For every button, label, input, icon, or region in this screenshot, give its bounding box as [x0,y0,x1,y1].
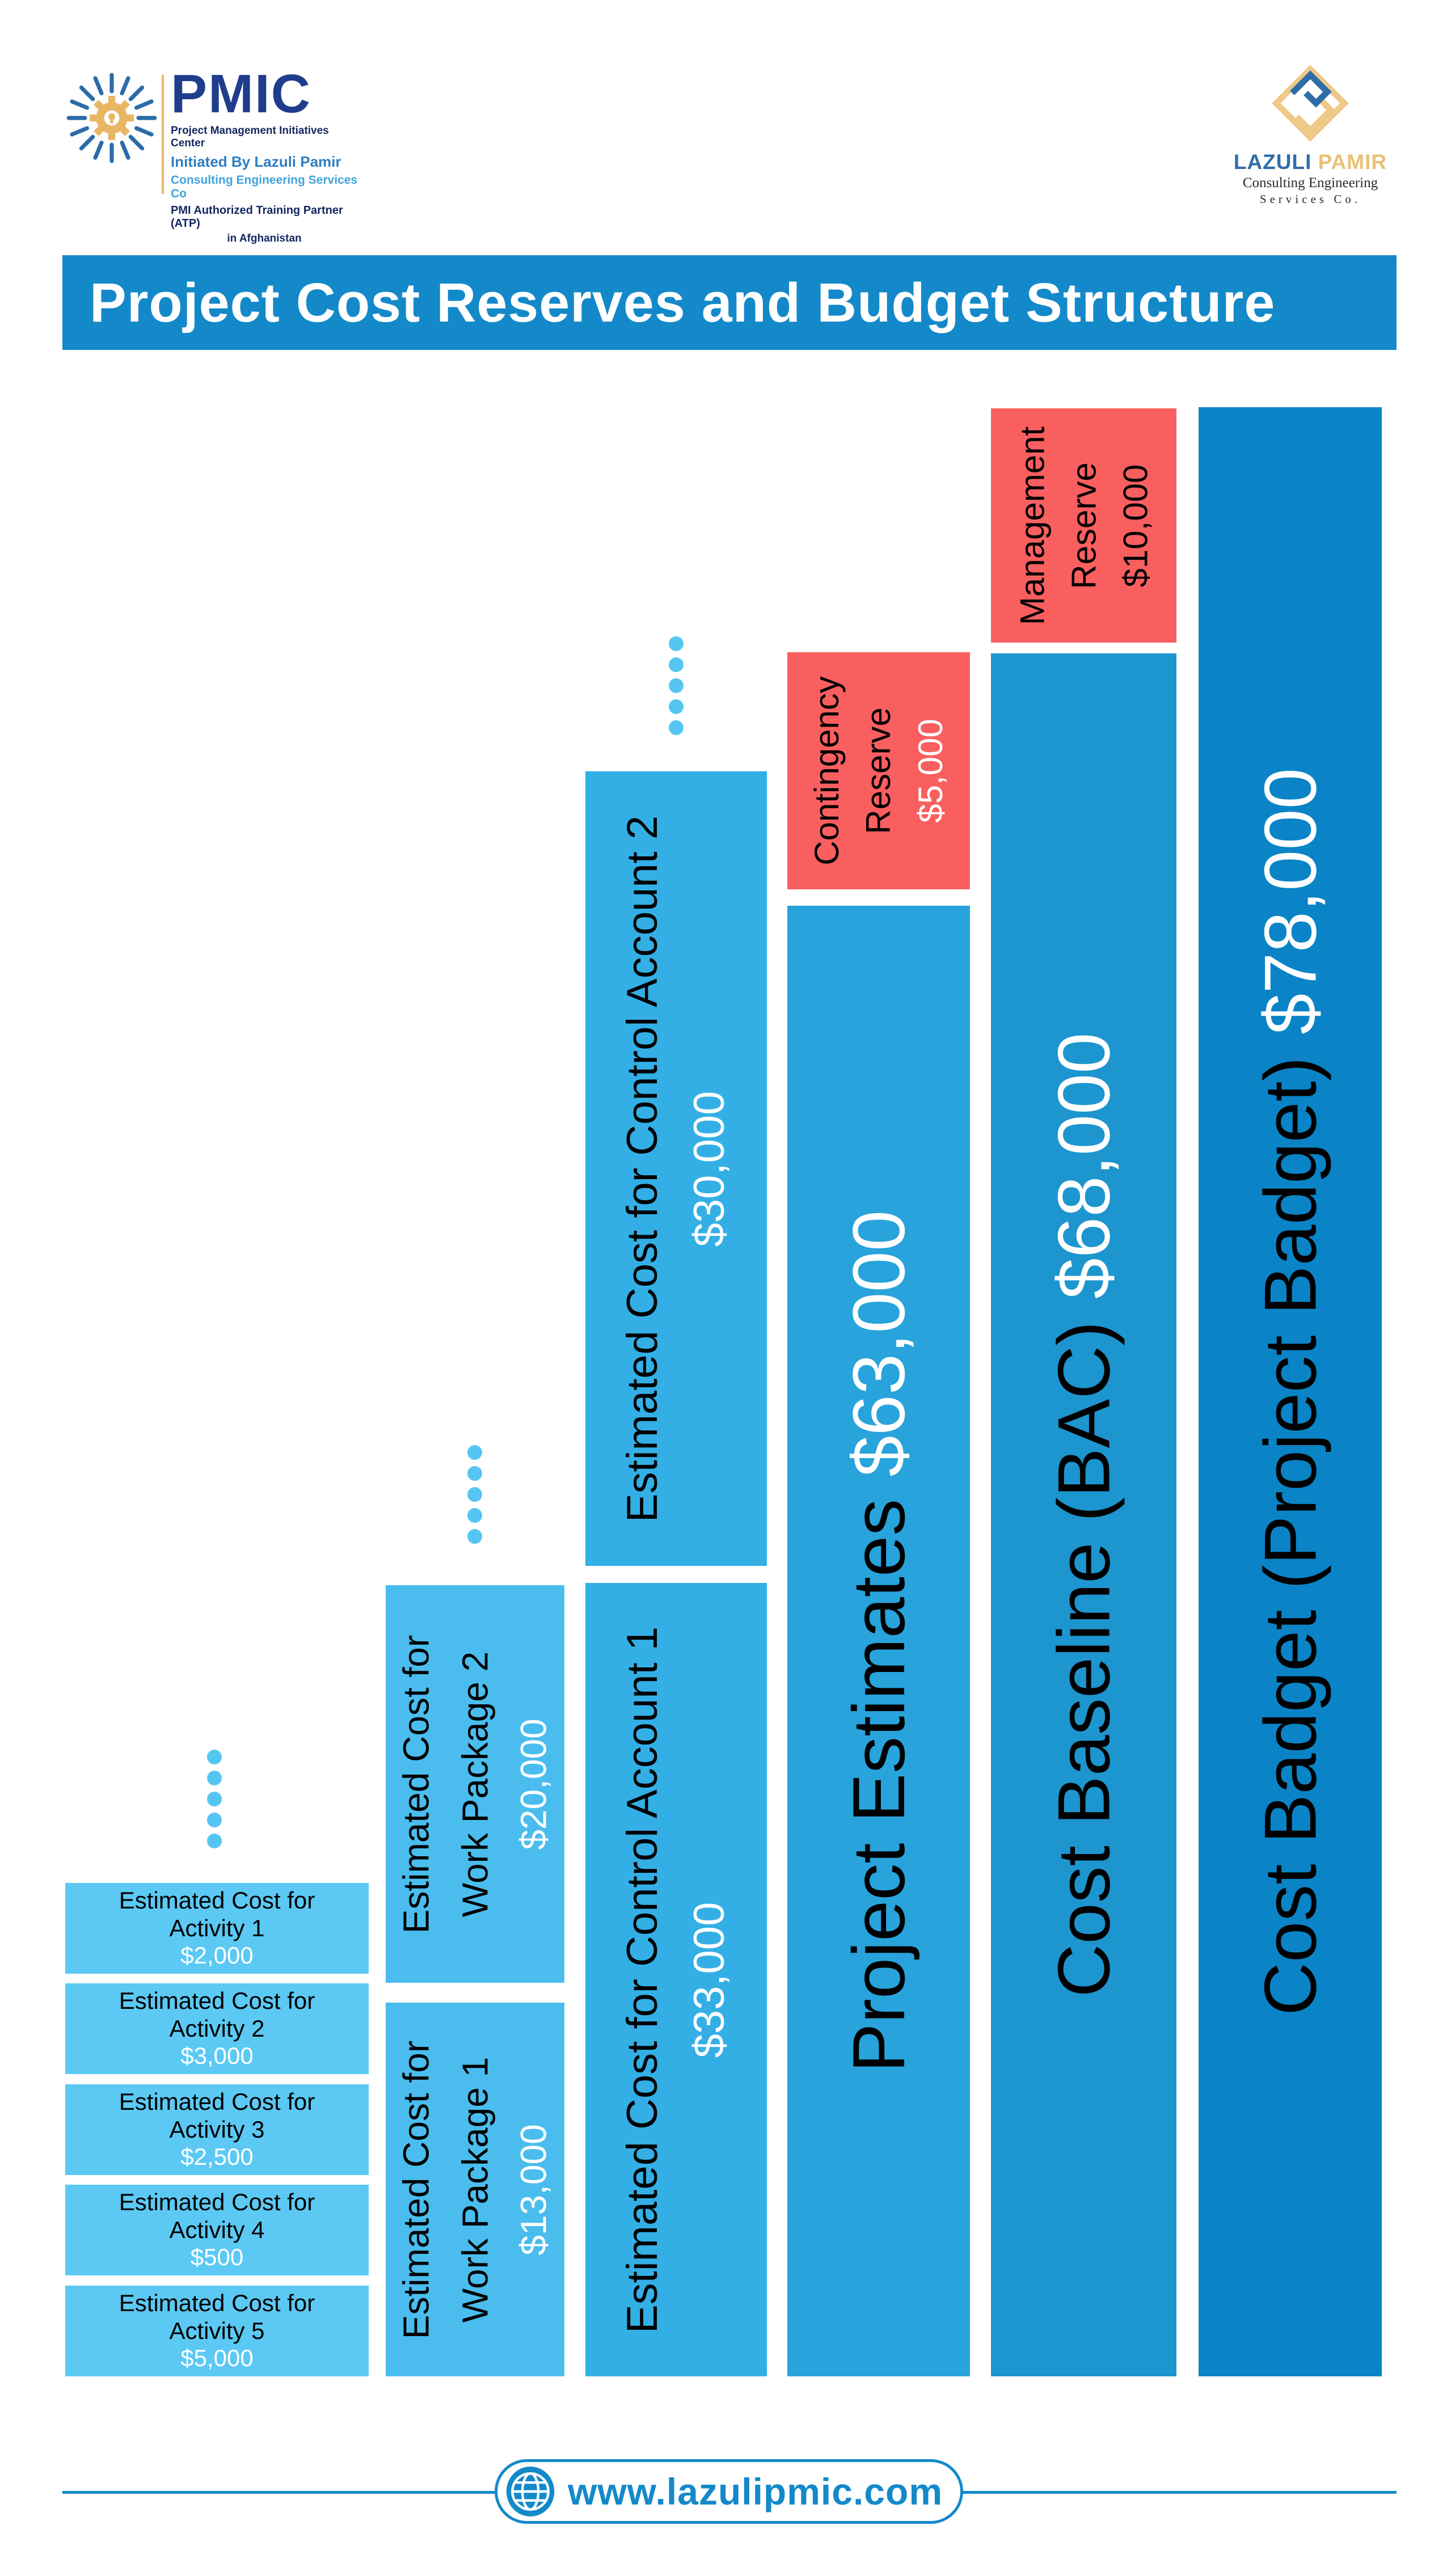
activity-1-value: $2,000 [180,1942,254,1969]
activity-4-value: $500 [190,2244,244,2271]
activity-2-name: Activity 2 [169,2015,265,2042]
continuation-dots-control-accounts [669,636,684,741]
contingency-reserve-value: $5,000 [911,719,950,823]
lazuli-subtitle-1: Consulting Engineering [1242,175,1378,191]
page-title: Project Cost Reserves and Budget Structu… [90,271,1276,333]
project-estimates-block: Project Estimates $63,000 [787,906,970,2376]
activity-5-block: Estimated Cost for Activity 5 $5,000 [65,2286,369,2376]
continuation-dots-work-packages [467,1445,482,1550]
work-package-2-name: Work Package 2 [454,1651,495,1917]
logo-divider [162,75,164,194]
activity-3-label: Estimated Cost for [119,2088,315,2115]
project-estimates-value: $63,000 [837,1210,920,1477]
control-account-2-label: Estimated Cost for Control Account 2 [618,815,667,1522]
website-link[interactable]: www.lazulipmic.com [568,2471,943,2512]
lightbulb-icon [108,113,116,121]
activity-4-block: Estimated Cost for Activity 4 $500 [65,2185,369,2275]
cost-budget-block: Cost Badget (Project Badget) $78,000 [1199,407,1382,2376]
activity-3-name: Activity 3 [169,2115,265,2143]
management-reserve-label-2: Reserve [1064,462,1103,589]
work-package-1-name: Work Package 1 [454,2056,495,2322]
globe-icon [506,2467,555,2516]
cost-budget-label: Cost Badget (Project Badget) [1248,1057,1331,2016]
work-package-2-block: Estimated Cost for Work Package 2 $20,00… [386,1585,564,1983]
control-account-1-value: $33,000 [685,1902,733,2058]
activity-5-value: $5,000 [180,2345,254,2372]
control-account-2-block: Estimated Cost for Control Account 2 $30… [585,771,767,1566]
activity-2-value: $3,000 [180,2042,254,2070]
activity-4-label: Estimated Cost for [119,2188,315,2215]
control-account-2-value: $30,000 [685,1091,733,1247]
lazuli-diamond-icon [1272,65,1349,142]
management-reserve-block: Management Reserve $10,000 [991,408,1176,643]
pmic-tagline-4: PMI Authorized Training Partner (ATP) [171,204,343,230]
management-reserve-label-1: Management [1013,426,1051,625]
work-package-2-label: Estimated Cost for [395,1635,436,1933]
cost-budget-value: $78,000 [1248,768,1331,1035]
cost-baseline-value: $68,000 [1042,1032,1125,1299]
control-account-1-block: Estimated Cost for Control Account 1 $33… [585,1583,767,2376]
activity-2-label: Estimated Cost for [119,1987,315,2014]
activity-1-block: Estimated Cost for Activity 1 $2,000 [65,1883,369,1974]
contingency-reserve-block: Contingency Reserve $5,000 [787,652,970,889]
website-pill: www.lazulipmic.com [495,2459,963,2524]
pmic-tagline-1: Project Management Initiatives Center [171,125,329,149]
work-package-1-label: Estimated Cost for [395,2040,436,2339]
pmic-tagline-5: in Afghanistan [227,233,302,244]
activity-3-value: $2,500 [180,2143,254,2170]
activity-5-label: Estimated Cost for [119,2289,315,2316]
activity-5-name: Activity 5 [169,2317,265,2344]
contingency-reserve-label-1: Contingency [808,676,846,865]
continuation-dots-activities [207,1750,222,1855]
pmic-tagline-2: Initiated By Lazuli Pamir [171,153,341,170]
activity-4-name: Activity 4 [169,2216,265,2243]
work-package-1-block: Estimated Cost for Work Package 1 $13,00… [386,2003,564,2376]
contingency-reserve-label-2: Reserve [859,707,898,834]
management-reserve-value: $10,000 [1116,464,1155,587]
control-account-1-label: Estimated Cost for Control Account 1 [618,1626,667,2333]
project-estimates-label: Project Estimates [837,1498,920,2072]
lazuli-name: LAZULI PAMIR [1233,150,1387,174]
activity-1-name: Activity 1 [169,1914,265,1941]
gear-icon [90,96,134,140]
activity-2-block: Estimated Cost for Activity 2 $3,000 [65,1983,369,2074]
activity-1-label: Estimated Cost for [119,1886,315,1914]
cost-baseline-block: Cost Baseline (BAC) $68,000 [991,653,1176,2376]
cost-baseline-label: Cost Baseline (BAC) [1042,1321,1125,1998]
pmic-tagline-3: Consulting Engineering Services Co [171,174,358,200]
work-package-2-value: $20,000 [513,1718,554,1850]
pmic-acronym: PMIC [171,64,311,124]
activity-3-block: Estimated Cost for Activity 3 $2,500 [65,2084,369,2175]
pmic-sunburst-icon [66,73,157,163]
pmic-logo: PMIC Project Management Initiatives Cent… [65,64,360,244]
title-banner: Project Cost Reserves and Budget Structu… [62,255,1397,350]
work-package-1-value: $13,000 [513,2123,554,2256]
lazuli-subtitle-2: Services Co. [1259,192,1361,206]
lazuli-pamir-logo: LAZULI PAMIR Consulting Engineering Serv… [1220,64,1401,211]
